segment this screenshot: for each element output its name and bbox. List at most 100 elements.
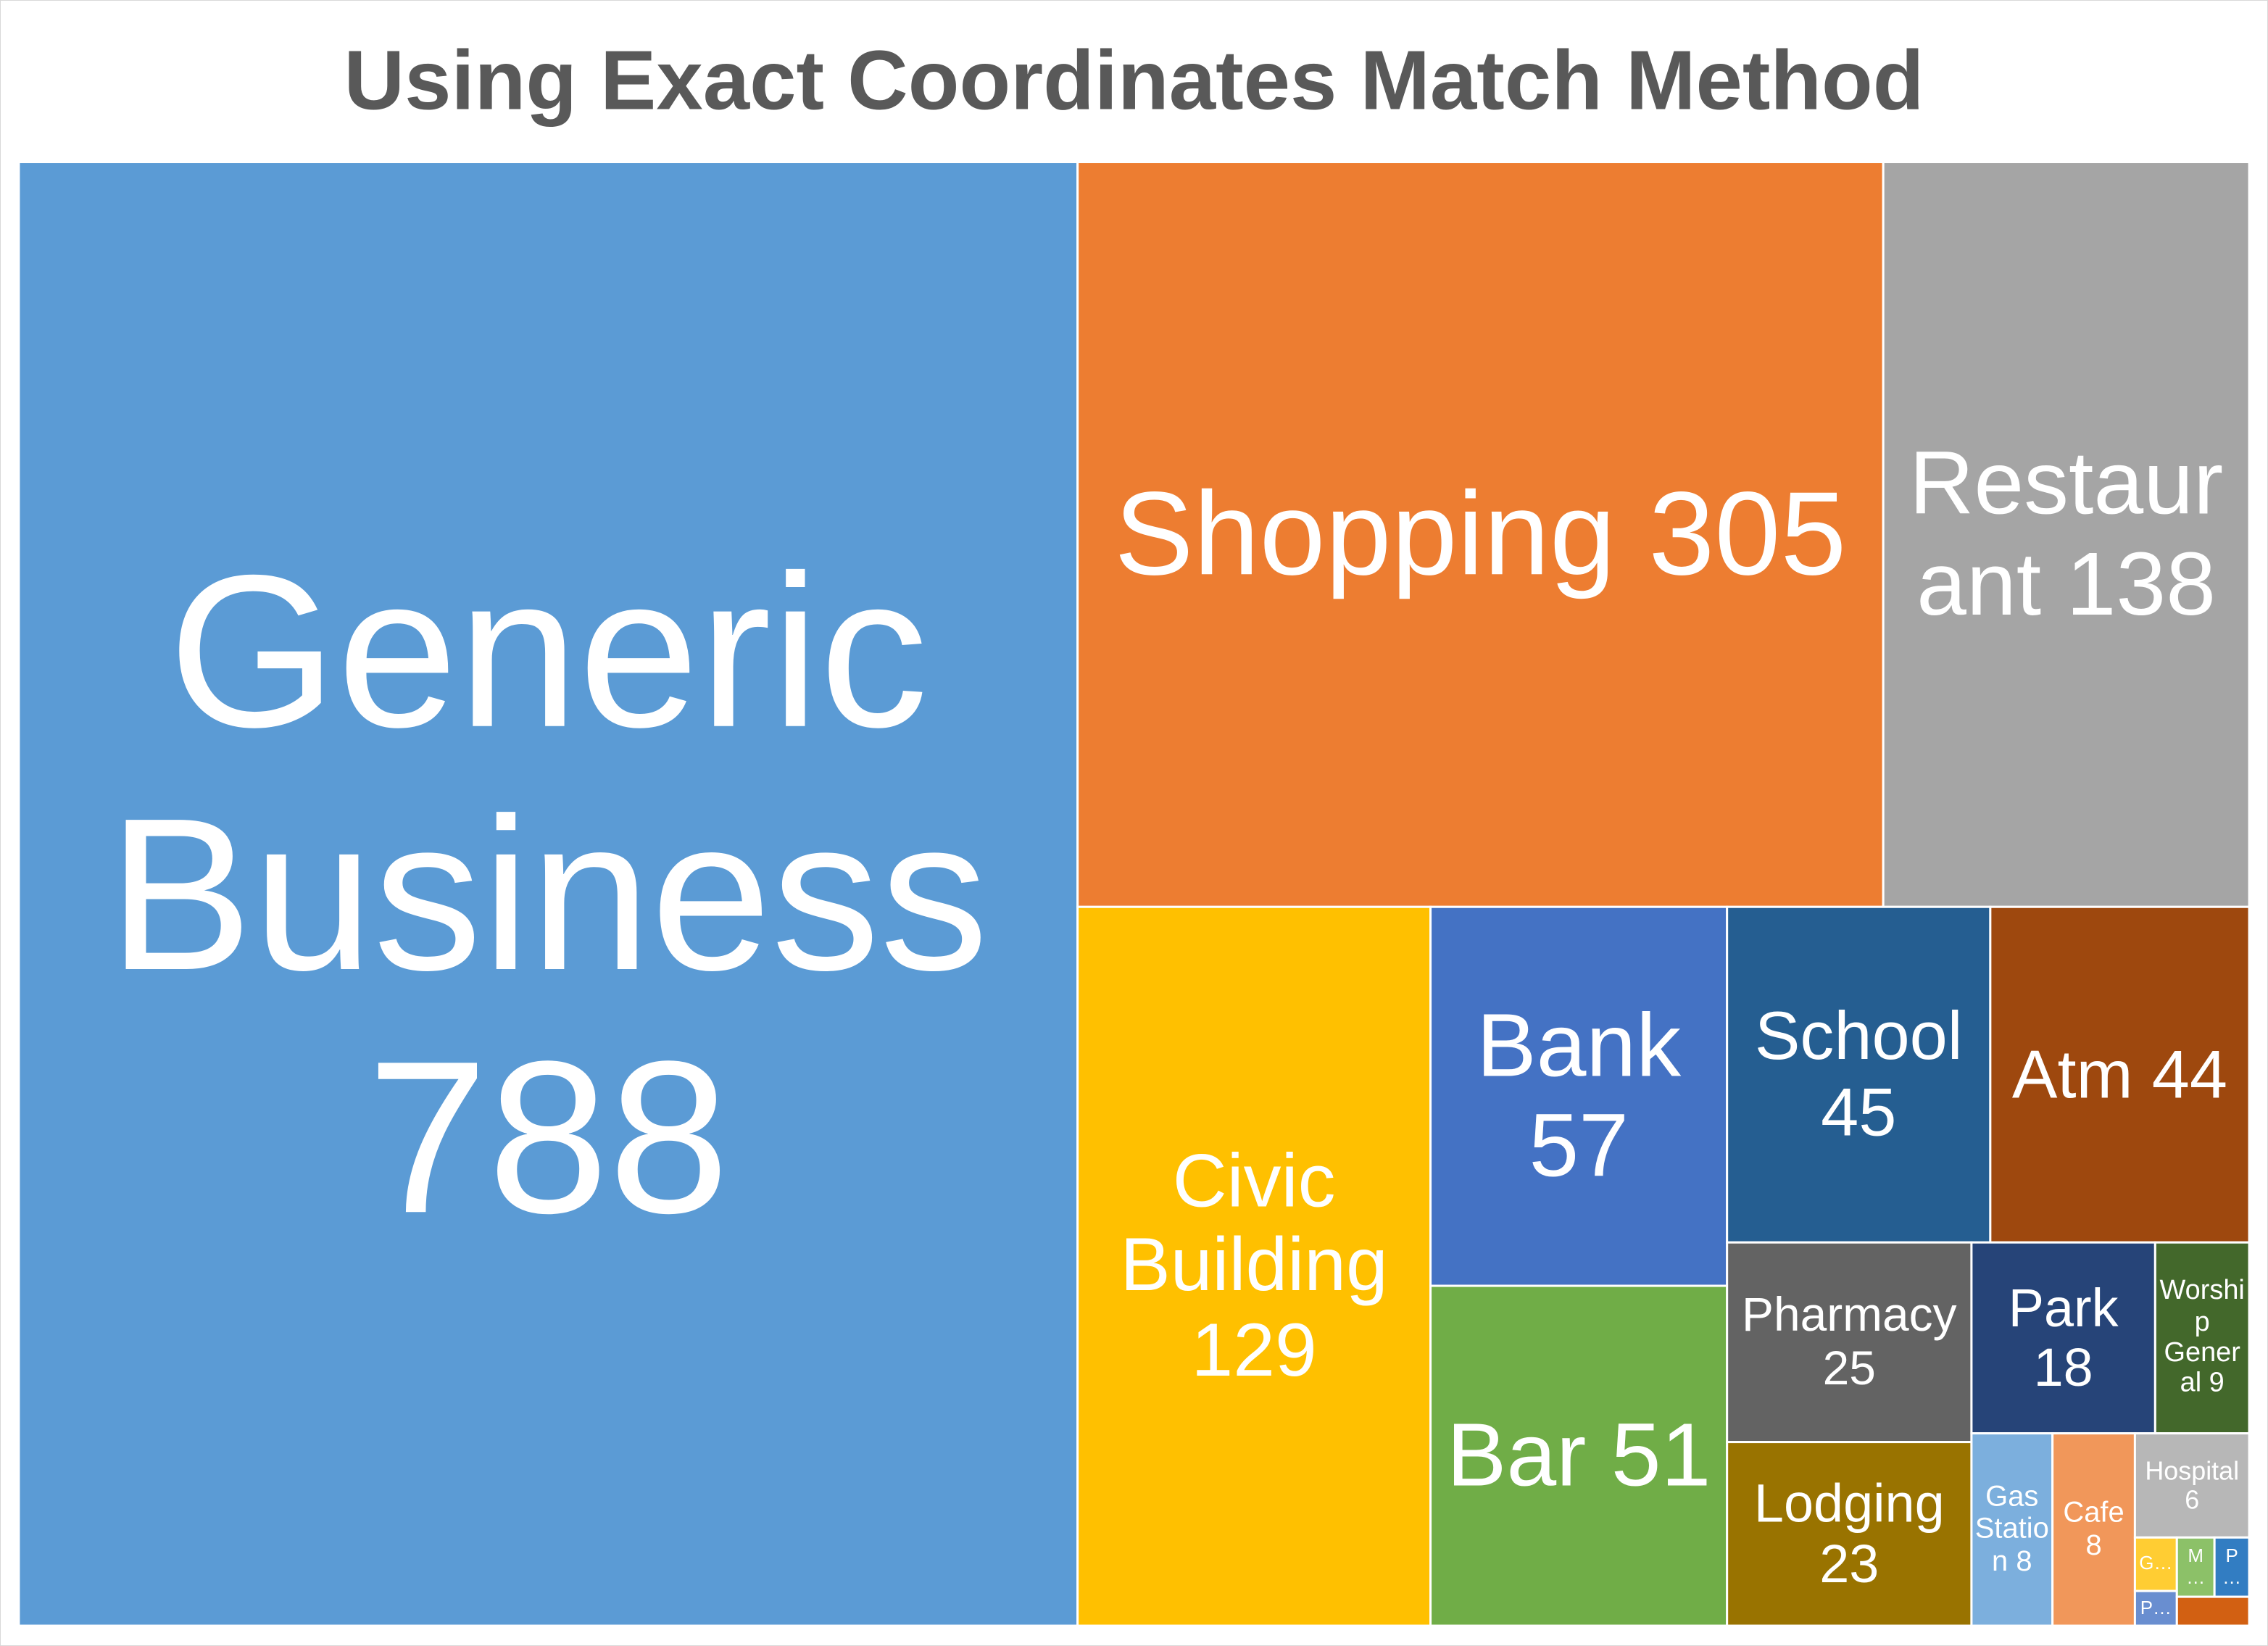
tile [2175, 1595, 2251, 1627]
tile [1726, 1441, 1973, 1627]
tile-label-box: Atm 44 [1990, 907, 2249, 1242]
tile-label-text: Restaurant 138 [1886, 434, 2246, 635]
category-name: Civic Building [1120, 1139, 1388, 1308]
tile-label-box: Bank 57 [1431, 907, 1727, 1286]
category-name: M… [2186, 1545, 2206, 1588]
tile-label: Park 18 [1972, 1242, 2155, 1433]
tile-label-text: Park 18 [1974, 1278, 2152, 1397]
category-name: Bank [1476, 996, 1682, 1096]
category-name: Lodging [1753, 1473, 1945, 1534]
tile-label-box: M… [2177, 1537, 2214, 1597]
tile-label-box: Bar 51 [1431, 1286, 1727, 1626]
tile-label-box: Cafe 8 [2053, 1434, 2135, 1626]
tile-label-box: Hospital 6 [2135, 1434, 2249, 1538]
category-name: Shopping [1114, 467, 1616, 600]
value-label: 25 [1822, 1340, 1876, 1394]
tile-label-text: Atm 44 [2012, 1036, 2227, 1113]
tile-label-text: Lodging 23 [1730, 1474, 1969, 1594]
category-name: Bar [1446, 1405, 1587, 1505]
category-name: P… [2222, 1545, 2242, 1588]
tile-label-box: P… [2214, 1537, 2249, 1597]
tile-label-box: Gas Station 8 [1972, 1434, 2053, 1626]
tile-label-box: Lodging 23 [1727, 1442, 1972, 1626]
tile-label-text: Pharmacy 25 [1730, 1287, 1969, 1395]
tile-label-text: Gas Station 8 [1974, 1481, 2050, 1578]
tile-label: G… [2135, 1537, 2177, 1591]
tile-label-box: Shopping 305 [1078, 162, 1884, 907]
value-label: 305 [1648, 467, 1847, 600]
tile-label [2177, 1597, 2249, 1626]
tile-label: Cafe 8 [2053, 1434, 2135, 1626]
value-label: 57 [1529, 1096, 1629, 1197]
tile-label: Bank 57 [1431, 907, 1727, 1286]
tile-label-text: Generic Business 788 [22, 529, 1075, 1258]
tile [1726, 905, 1992, 1244]
tile [2051, 1432, 2136, 1627]
tile-label: Shopping 305 [1078, 162, 1884, 907]
value-label: 8 [2016, 1545, 2032, 1578]
category-name: P… [2140, 1596, 2172, 1618]
category-name: Worship General [2159, 1276, 2245, 1400]
tile-label-text: P… [2140, 1596, 2172, 1619]
tile-label-box: Park 18 [1972, 1242, 2155, 1433]
tile-label: Restaurant 138 [1886, 434, 2246, 635]
tile-label-box [2177, 1597, 2249, 1626]
tile [1882, 161, 2251, 908]
category-name: G… [2139, 1552, 2173, 1574]
tile-label-text: Civic Building 129 [1081, 1140, 1428, 1393]
tile-label-text: Bar 51 [1447, 1405, 1711, 1506]
category-name: Hospital [2145, 1456, 2240, 1486]
tile [1989, 905, 2251, 1244]
chart-title: Using Exact Coordinates Match Method [344, 33, 1924, 127]
tile-label: P… [2140, 1596, 2172, 1619]
tile-label-box: School 45 [1727, 907, 1990, 1242]
tile-label: M… [2177, 1537, 2214, 1597]
tile-label-text: Cafe 8 [2056, 1497, 2132, 1562]
tile-label-box: G… [2135, 1537, 2177, 1591]
value-label: 129 [1191, 1308, 1317, 1392]
tile-label-box: Worship General 9 [2155, 1242, 2249, 1433]
tile-label-box: Generic Business 788 [19, 162, 1078, 1626]
category-name: Park [2008, 1278, 2119, 1338]
tile [1076, 905, 1432, 1627]
value-label: 51 [1611, 1405, 1711, 1505]
value-label: 788 [367, 1015, 730, 1259]
tile [2153, 1241, 2251, 1435]
value-label: 44 [2151, 1035, 2228, 1112]
tile-label: Bar 51 [1431, 1286, 1727, 1626]
category-name: Pharmacy [1742, 1287, 1957, 1341]
category-name: Atm [2011, 1035, 2133, 1112]
tile-label: School 45 [1727, 907, 1990, 1242]
tile-label-box: Pharmacy 25 [1727, 1242, 1972, 1442]
tile-label-box: Civic Building 129 [1078, 907, 1431, 1626]
value-label: 8 [2085, 1529, 2102, 1562]
tile-label: Gas Station 8 [1972, 1434, 2053, 1626]
tile-label: Civic Building 129 [1078, 907, 1431, 1626]
tile [2133, 1589, 2178, 1627]
category-name: School [1754, 997, 1963, 1074]
value-label: 138 [2066, 534, 2217, 635]
value-label: 9 [2209, 1368, 2225, 1400]
tile [1076, 161, 1885, 908]
tile-label-text: M… [2180, 1545, 2211, 1588]
value-label: 6 [2185, 1485, 2200, 1515]
tile-label-text: G… [2139, 1552, 2173, 1575]
tile-label: Worship General 9 [2155, 1242, 2249, 1433]
tile-label: Pharmacy 25 [1727, 1242, 1972, 1442]
tile-label: P… [2214, 1537, 2249, 1597]
tile-label-text: Worship General 9 [2158, 1276, 2246, 1400]
tile-label: Atm 44 [1990, 907, 2249, 1242]
value-label: 18 [2033, 1337, 2093, 1397]
tile [1429, 1284, 1729, 1627]
tile [1970, 1241, 2156, 1435]
category-name: Generic Business [108, 529, 989, 1015]
tile-label-text: Hospital 6 [2138, 1456, 2246, 1514]
tile-label-text: Shopping 305 [1114, 468, 1846, 601]
tile-label: Hospital 6 [2135, 1434, 2249, 1538]
tile-label: Generic Business 788 [19, 162, 1078, 1626]
tile-label-text: P… [2217, 1545, 2246, 1588]
category-name: Cafe [2063, 1497, 2124, 1529]
tile-label: Lodging 23 [1727, 1442, 1972, 1626]
